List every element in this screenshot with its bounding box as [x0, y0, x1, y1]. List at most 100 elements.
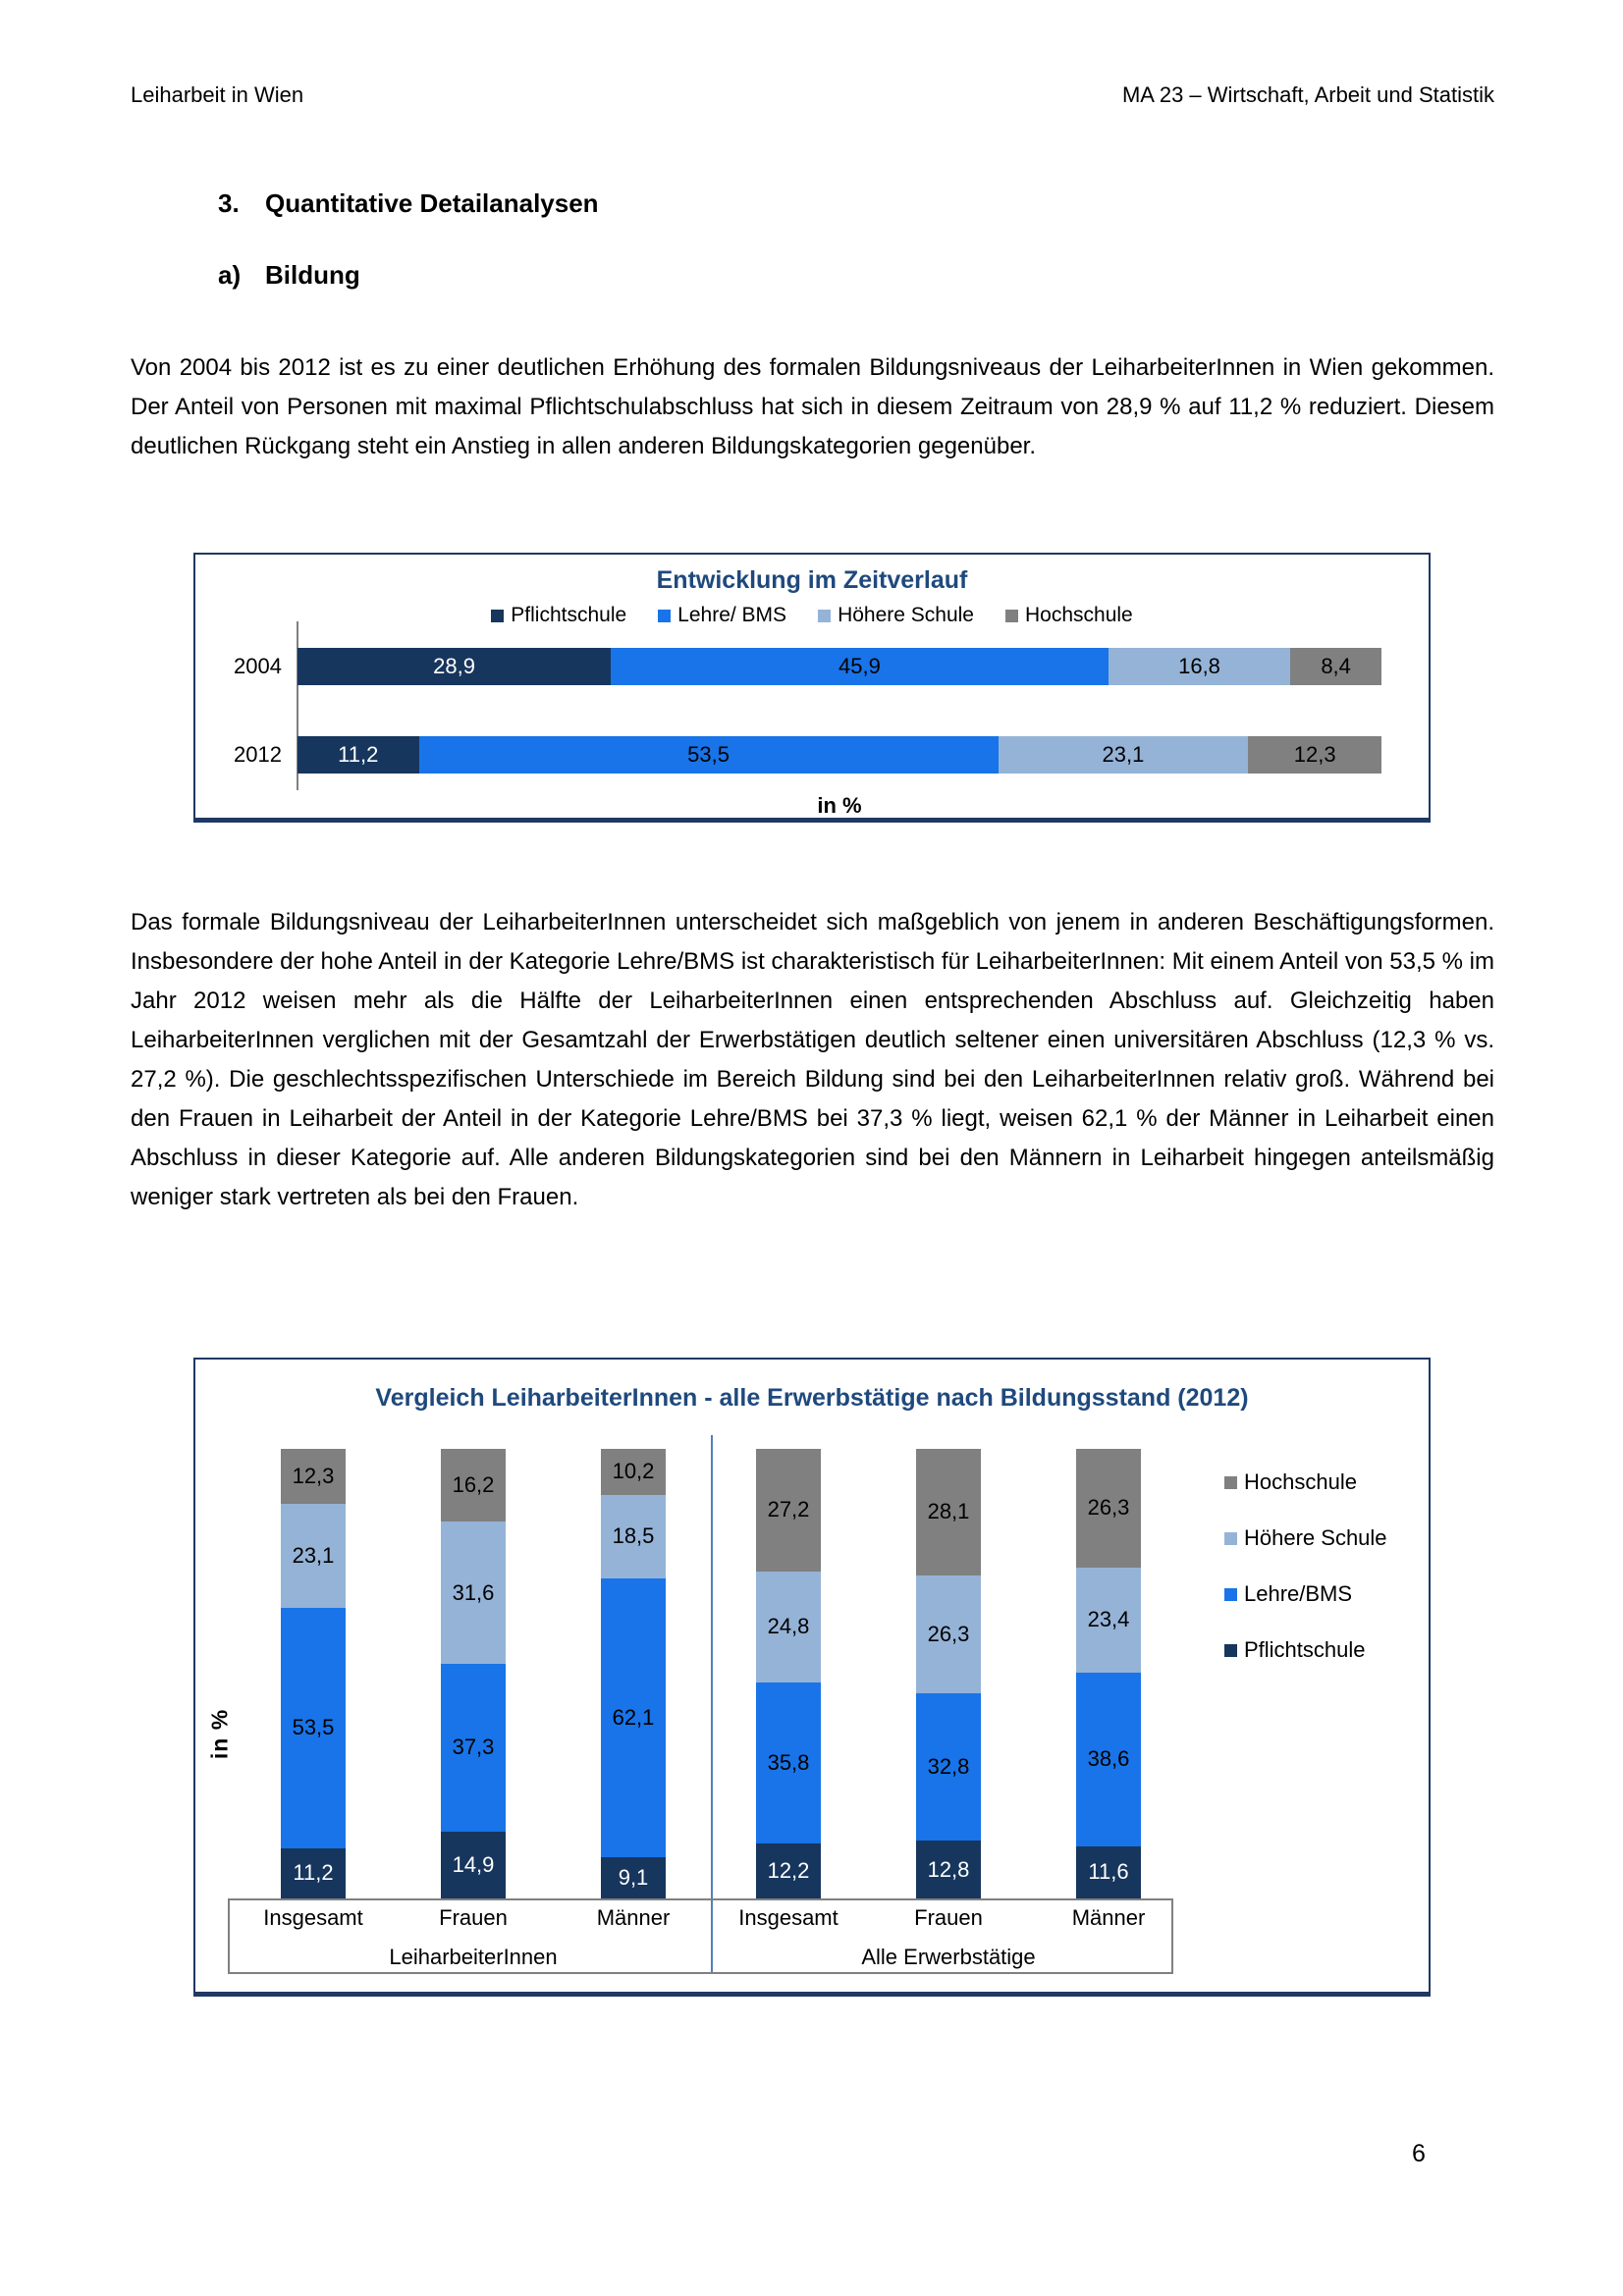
section-heading: 3. Quantitative Detailanalysen [218, 188, 599, 219]
x-category-label: Frauen [439, 1905, 508, 1930]
x-category-label: Männer [596, 1905, 671, 1930]
stacked-bar-2012: 11,2 53,5 23,1 12,3 [298, 736, 1381, 774]
legend-item-lehre-bms: Lehre/BMS [1224, 1581, 1387, 1607]
bar-segment-pflichtschule: 12,2 [756, 1843, 821, 1898]
bar-segment-h-here-schule: 26,3 [916, 1575, 981, 1694]
bar-segment-h-here-schule: 18,5 [601, 1494, 666, 1578]
chart-plot-area: in % 2004 28,9 45,9 16,8 8,4 2012 11,2 53,5 23,1… [195, 555, 1429, 818]
bar-value-label: 14,9 [452, 1851, 495, 1877]
x-group-label: Alle Erwerbstätige [861, 1945, 1036, 1969]
bar-value-label: 16,8 [1178, 654, 1220, 678]
bar-value-label: 23,1 [292, 1543, 335, 1569]
bar-segment-hochschule: 28,1 [916, 1449, 981, 1575]
bar-insgesamt-leiharbeiterinnen: 12,3 23,1 53,5 11,2 [281, 1449, 346, 1898]
bar-value-label: 9,1 [618, 1865, 649, 1891]
bar-segment-pflichtschule: 11,2 [298, 736, 419, 774]
bar-segment-h-here-schule: 23,1 [998, 736, 1249, 774]
bar-value-label: 38,6 [1087, 1746, 1130, 1772]
x-category-label: Frauen [914, 1905, 983, 1930]
bar-segment-h-here-schule: 23,4 [1076, 1567, 1141, 1673]
subsection-title: Bildung [265, 260, 360, 290]
bar-segment-hochschule: 12,3 [1248, 736, 1381, 774]
chart-legend: Hochschule Höhere Schule Lehre/BMS Pflichts… [1224, 1469, 1387, 1693]
legend-swatch [1224, 1643, 1237, 1657]
bar-segment-lehre-bms: 45,9 [611, 648, 1109, 685]
bar-segment-h-here-schule: 16,8 [1108, 648, 1291, 685]
stacked-bar-2004: 28,9 45,9 16,8 8,4 [298, 648, 1381, 685]
bar-segment-pflichtschule: 14,9 [441, 1831, 506, 1898]
bar-value-label: 26,3 [1087, 1495, 1130, 1521]
bar-segment-h-here-schule: 31,6 [441, 1522, 506, 1664]
legend-label: Höhere Schule [1244, 1525, 1387, 1550]
group-separator-line [711, 1435, 713, 1974]
y-axis-label: in % [206, 1708, 233, 1760]
header-right-title: MA 23 – Wirtschaft, Arbeit und Statistik [1121, 82, 1494, 107]
bar-frauen-leiharbeiterinnen: 16,2 31,6 37,3 14,9 [441, 1449, 506, 1898]
legend-item-pflichtschule: Pflichtschule [491, 604, 626, 627]
legend-item-pflichtschule: Pflichtschule [1224, 1637, 1387, 1663]
bar-segment-pflichtschule: 12,8 [916, 1841, 981, 1898]
bar-value-label: 31,6 [452, 1579, 495, 1605]
bar-value-label: 12,3 [292, 1464, 335, 1489]
legend-label: Pflichtschule [1244, 1637, 1366, 1662]
legend-swatch [818, 609, 832, 622]
category-label: 2012 [234, 742, 282, 767]
subsection-letter: a) [218, 260, 242, 290]
bar-segment-h-here-schule: 23,1 [281, 1504, 346, 1608]
bar-segment-lehre-bms: 37,3 [441, 1663, 506, 1832]
section-number: 3. [218, 188, 240, 218]
bar-value-label: 24,8 [767, 1614, 810, 1639]
page-number: 6 [1412, 2140, 1426, 2167]
bar-segment-hochschule: 16,2 [441, 1449, 506, 1522]
legend-item-h-here-schule: Höhere Schule [1224, 1525, 1387, 1551]
legend-label: Lehre/BMS [1244, 1581, 1353, 1606]
legend-swatch [1224, 1531, 1237, 1545]
bar-value-label: 10,2 [612, 1459, 655, 1484]
bar-value-label: 18,5 [612, 1523, 655, 1549]
bar-segment-hochschule: 26,3 [1076, 1449, 1141, 1568]
chart-legend: Pflichtschule Lehre/ BMS Höhere Schule Hoch… [195, 604, 1429, 627]
legend-item-hochschule: Hochschule [1004, 604, 1133, 627]
subsection-heading: a) Bildung [218, 260, 360, 291]
bar-value-label: 12,2 [767, 1858, 810, 1884]
bar-value-label: 11,2 [338, 742, 379, 767]
bar-segment-lehre-bms: 35,8 [756, 1682, 821, 1844]
legend-item-lehre-bms: Lehre/ BMS [658, 604, 786, 627]
bar-segment-lehre-bms: 62,1 [601, 1577, 666, 1858]
bar-value-label: 8,4 [1321, 654, 1351, 678]
bar-segment-lehre-bms: 32,8 [916, 1693, 981, 1842]
bar-value-label: 12,3 [1293, 742, 1336, 767]
bar-row-2012: 2012 11,2 53,5 23,1 12,3 [195, 736, 1381, 774]
bar-value-label: 37,3 [452, 1735, 495, 1760]
bar-value-label: 53,5 [292, 1715, 335, 1740]
bar-row-2004: 2004 28,9 45,9 16,8 8,4 [195, 648, 1381, 685]
x-category-label: Männer [1071, 1905, 1146, 1930]
x-axis-label: in % [817, 793, 862, 818]
bar-m-nner-alle-erwerbst-tige: 26,3 23,4 38,6 11,6 [1076, 1449, 1141, 1898]
bar-segment-hochschule: 8,4 [1290, 648, 1381, 685]
legend-swatch [658, 609, 672, 622]
bar-value-label: 45,9 [839, 654, 881, 678]
bar-segment-hochschule: 12,3 [281, 1449, 346, 1505]
bar-value-label: 53,5 [687, 742, 730, 767]
legend-item-hochschule: Hochschule [1224, 1469, 1387, 1495]
legend-label: Hochschule [1244, 1469, 1357, 1494]
x-category-label: Insgesamt [263, 1905, 363, 1930]
bar-segment-pflichtschule: 9,1 [601, 1857, 666, 1898]
category-label-box [228, 1898, 1173, 1974]
bar-value-label: 35,8 [767, 1750, 810, 1776]
y-axis-line [297, 621, 298, 790]
bar-segment-hochschule: 27,2 [756, 1449, 821, 1572]
bar-value-label: 27,2 [767, 1497, 810, 1522]
bar-segment-lehre-bms: 38,6 [1076, 1672, 1141, 1846]
bar-m-nner-leiharbeiterinnen: 10,2 18,5 62,1 9,1 [601, 1449, 666, 1898]
bar-segment-pflichtschule: 11,6 [1076, 1845, 1141, 1898]
bar-frauen-alle-erwerbst-tige: 28,1 26,3 32,8 12,8 [916, 1449, 981, 1898]
bar-value-label: 16,2 [452, 1472, 495, 1498]
chart-title: Vergleich LeiharbeiterInnen - alle Erwer… [375, 1384, 1249, 1412]
legend-label: Höhere Schule [838, 604, 974, 626]
bar-segment-lehre-bms: 53,5 [418, 736, 999, 774]
legend-swatch [1004, 609, 1018, 622]
bar-segment-pflichtschule: 28,9 [298, 648, 612, 685]
bar-segment-lehre-bms: 53,5 [281, 1607, 346, 1848]
